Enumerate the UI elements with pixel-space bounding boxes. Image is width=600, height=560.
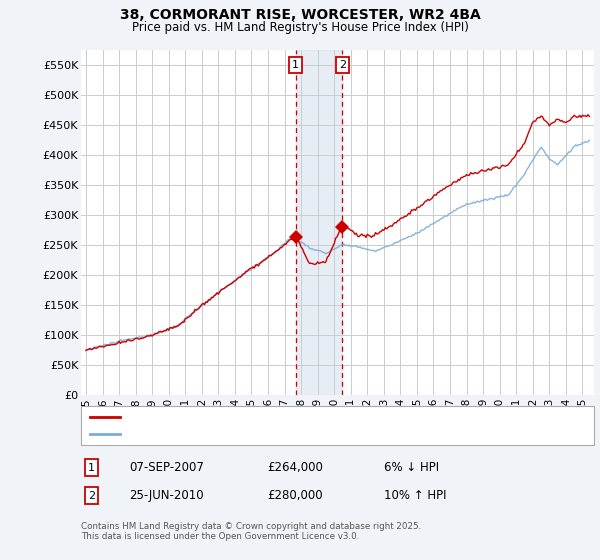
Text: £280,000: £280,000 — [267, 489, 323, 502]
Text: 2: 2 — [88, 491, 95, 501]
Text: £264,000: £264,000 — [267, 461, 323, 474]
Text: 38, CORMORANT RISE, WORCESTER, WR2 4BA: 38, CORMORANT RISE, WORCESTER, WR2 4BA — [119, 8, 481, 22]
Text: 38, CORMORANT RISE, WORCESTER, WR2 4BA (detached house): 38, CORMORANT RISE, WORCESTER, WR2 4BA (… — [125, 412, 461, 422]
Text: 25-JUN-2010: 25-JUN-2010 — [129, 489, 203, 502]
Text: HPI: Average price, detached house, Worcester: HPI: Average price, detached house, Worc… — [125, 429, 370, 439]
Text: Price paid vs. HM Land Registry's House Price Index (HPI): Price paid vs. HM Land Registry's House … — [131, 21, 469, 34]
Text: 07-SEP-2007: 07-SEP-2007 — [129, 461, 204, 474]
Bar — [296, 50, 342, 395]
Text: 10% ↑ HPI: 10% ↑ HPI — [384, 489, 446, 502]
Text: 6% ↓ HPI: 6% ↓ HPI — [384, 461, 439, 474]
Text: 2: 2 — [339, 60, 346, 71]
Text: Contains HM Land Registry data © Crown copyright and database right 2025.
This d: Contains HM Land Registry data © Crown c… — [81, 522, 421, 542]
Text: 1: 1 — [88, 463, 95, 473]
Text: 1: 1 — [292, 60, 299, 71]
